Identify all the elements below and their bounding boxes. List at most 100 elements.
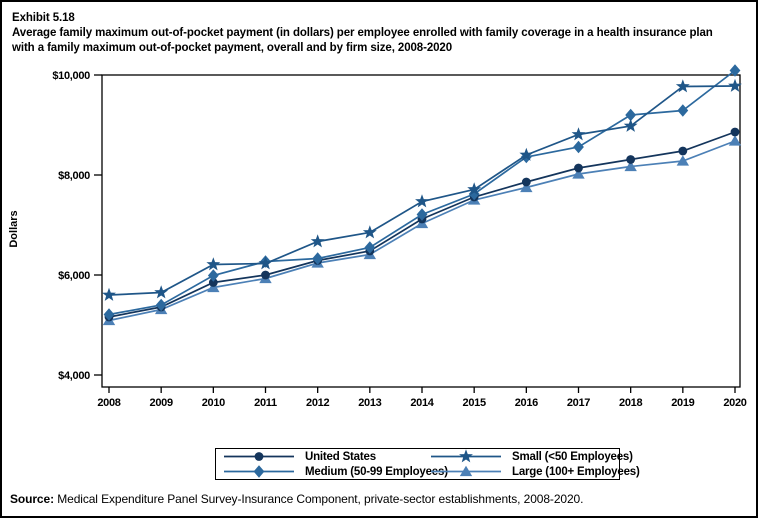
diamond-marker	[729, 64, 741, 77]
x-tick-label: 2019	[671, 397, 694, 409]
series-line-large-100-employees	[108, 140, 736, 322]
star-marker	[675, 79, 690, 93]
star-marker	[467, 182, 482, 196]
star-marker-icon	[431, 449, 501, 463]
diamond-marker	[468, 187, 480, 201]
series-line-small-50-employees	[108, 85, 736, 296]
diamond-marker	[253, 465, 265, 478]
triangle-marker	[459, 465, 473, 477]
legend-item-large-100-employees: Large (100+ Employees)	[423, 465, 640, 479]
series-medium-50-99-employees	[103, 64, 741, 321]
series-line-united-states	[108, 131, 736, 318]
circle-marker	[626, 155, 636, 164]
triangle-marker	[415, 217, 429, 229]
triangle-marker	[259, 272, 272, 284]
star-marker	[258, 256, 273, 270]
star-marker	[459, 449, 473, 463]
diamond-marker	[312, 252, 324, 265]
star-marker	[102, 287, 116, 301]
x-tick-label: 2020	[723, 397, 746, 409]
triangle-marker	[624, 160, 637, 172]
legend-item-united-states: United States	[216, 450, 423, 464]
star-marker	[571, 127, 586, 141]
y-tick-label: $6,000	[58, 270, 90, 282]
circle-marker	[261, 270, 270, 280]
circle-marker	[104, 312, 114, 322]
triangle-marker	[728, 135, 742, 146]
x-tick-label: 2009	[150, 397, 173, 409]
diamond-marker	[155, 298, 167, 312]
x-tick-label: 2008	[97, 397, 120, 409]
triangle-marker	[311, 257, 324, 268]
star-marker	[154, 285, 169, 299]
diamond-marker	[103, 308, 115, 321]
legend-label: United States	[305, 450, 376, 463]
diamond-marker	[207, 269, 219, 282]
source-note: Source: Medical Expenditure Panel Survey…	[10, 492, 583, 506]
y-tick-label: $4,000	[58, 370, 90, 382]
triangle-marker	[154, 303, 168, 315]
star-marker	[415, 194, 429, 208]
x-tick-label: 2013	[358, 397, 381, 409]
diamond-marker	[520, 150, 532, 164]
triangle-marker	[520, 181, 533, 193]
series-large-100-employees	[102, 135, 742, 326]
star-marker	[362, 225, 377, 239]
circle-marker	[678, 146, 688, 156]
legend: United States Small (<50 Employees) Medium…	[215, 448, 640, 480]
diamond-marker	[416, 208, 428, 221]
circle-marker	[574, 163, 583, 173]
legend-label: Large (100+ Employees)	[512, 465, 640, 478]
diamond-marker	[625, 108, 637, 122]
triangle-marker	[363, 248, 377, 260]
circle-marker	[156, 302, 166, 312]
triangle-marker	[467, 194, 481, 205]
x-tick-label: 2010	[202, 397, 225, 409]
star-marker	[310, 234, 325, 248]
legend-item-medium-50-99-employees: Medium (50-99 Employees)	[216, 465, 448, 479]
plot-frame	[101, 74, 741, 388]
star-marker	[623, 118, 638, 132]
y-tick-label: $8,000	[58, 170, 90, 182]
exhibit-number: Exhibit 5.18	[12, 12, 75, 24]
x-tick-label: 2014	[410, 397, 434, 409]
diamond-marker-icon	[224, 465, 294, 478]
title-block: Exhibit 5.18 Average family maximum out-…	[12, 11, 724, 56]
series-line-medium-50-99-employees	[108, 69, 736, 316]
x-tick-label: 2012	[306, 397, 329, 409]
series-united-states	[104, 127, 740, 322]
x-tick-label: 2015	[463, 397, 486, 409]
source-text: Medical Expenditure Panel Survey-Insuran…	[53, 492, 584, 506]
triangle-marker	[102, 314, 116, 326]
diamond-marker	[677, 104, 689, 117]
triangle-marker-icon	[431, 465, 501, 477]
chart-title: Average family maximum out-of-pocket pay…	[12, 27, 713, 54]
diamond-marker	[260, 255, 271, 268]
triangle-marker	[572, 168, 585, 179]
circle-marker	[313, 256, 323, 265]
star-marker	[206, 257, 221, 271]
x-tick-label: 2011	[254, 397, 277, 409]
diamond-marker	[364, 241, 376, 254]
x-tick-label: 2017	[567, 397, 590, 409]
circle-marker	[730, 127, 740, 137]
circle-marker	[521, 177, 531, 187]
legend-item-small-50-employees: Small (<50 Employees)	[423, 449, 640, 464]
circle-marker-icon	[224, 452, 294, 461]
source-label: Source:	[10, 492, 54, 506]
circle-marker	[469, 192, 479, 202]
triangle-marker	[207, 281, 220, 293]
legend-label: Small (<50 Employees)	[512, 450, 633, 463]
legend-label: Medium (50-99 Employees)	[305, 465, 448, 478]
circle-marker	[208, 278, 218, 287]
y-tick-label: $10,000	[52, 70, 90, 82]
star-marker	[728, 78, 742, 92]
star-marker	[519, 147, 534, 161]
series-small-50-employees	[102, 78, 742, 301]
triangle-marker	[676, 155, 690, 166]
circle-marker	[417, 214, 427, 224]
diamond-marker	[573, 140, 584, 154]
x-tick-label: 2018	[619, 397, 642, 409]
